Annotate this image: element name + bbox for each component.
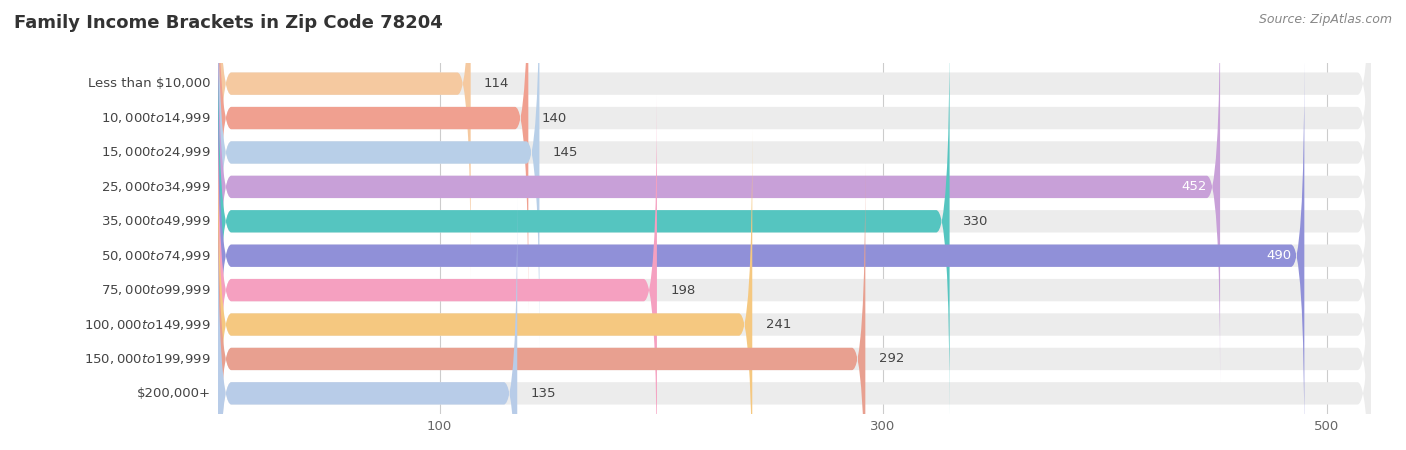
FancyBboxPatch shape	[218, 198, 517, 450]
FancyBboxPatch shape	[218, 0, 1371, 382]
Text: 490: 490	[1265, 249, 1291, 262]
Text: $75,000 to $99,999: $75,000 to $99,999	[101, 283, 211, 297]
FancyBboxPatch shape	[218, 0, 540, 348]
Text: 330: 330	[963, 215, 988, 228]
Text: $150,000 to $199,999: $150,000 to $199,999	[84, 352, 211, 366]
FancyBboxPatch shape	[218, 26, 949, 417]
Text: $50,000 to $74,999: $50,000 to $74,999	[101, 249, 211, 263]
Text: 135: 135	[530, 387, 555, 400]
Text: 292: 292	[879, 352, 904, 365]
FancyBboxPatch shape	[218, 164, 1371, 450]
Text: 145: 145	[553, 146, 578, 159]
Text: 114: 114	[484, 77, 509, 90]
FancyBboxPatch shape	[218, 0, 1220, 382]
FancyBboxPatch shape	[218, 60, 1305, 450]
FancyBboxPatch shape	[218, 129, 752, 450]
FancyBboxPatch shape	[218, 0, 1371, 348]
Text: $35,000 to $49,999: $35,000 to $49,999	[101, 214, 211, 228]
FancyBboxPatch shape	[218, 198, 1371, 450]
FancyBboxPatch shape	[218, 95, 657, 450]
Text: $200,000+: $200,000+	[136, 387, 211, 400]
Text: 452: 452	[1181, 180, 1206, 194]
FancyBboxPatch shape	[218, 0, 529, 313]
FancyBboxPatch shape	[218, 129, 1371, 450]
Text: 241: 241	[765, 318, 792, 331]
FancyBboxPatch shape	[218, 164, 865, 450]
Text: Less than $10,000: Less than $10,000	[89, 77, 211, 90]
Text: 198: 198	[671, 284, 696, 297]
Text: $25,000 to $34,999: $25,000 to $34,999	[101, 180, 211, 194]
Text: Source: ZipAtlas.com: Source: ZipAtlas.com	[1258, 14, 1392, 27]
Text: Family Income Brackets in Zip Code 78204: Family Income Brackets in Zip Code 78204	[14, 14, 443, 32]
Text: $15,000 to $24,999: $15,000 to $24,999	[101, 145, 211, 159]
Text: $100,000 to $149,999: $100,000 to $149,999	[84, 318, 211, 332]
FancyBboxPatch shape	[218, 0, 471, 279]
FancyBboxPatch shape	[218, 0, 1371, 313]
FancyBboxPatch shape	[218, 26, 1371, 417]
FancyBboxPatch shape	[218, 0, 1371, 279]
Text: 140: 140	[541, 112, 567, 125]
FancyBboxPatch shape	[218, 95, 1371, 450]
FancyBboxPatch shape	[218, 60, 1371, 450]
Text: $10,000 to $14,999: $10,000 to $14,999	[101, 111, 211, 125]
